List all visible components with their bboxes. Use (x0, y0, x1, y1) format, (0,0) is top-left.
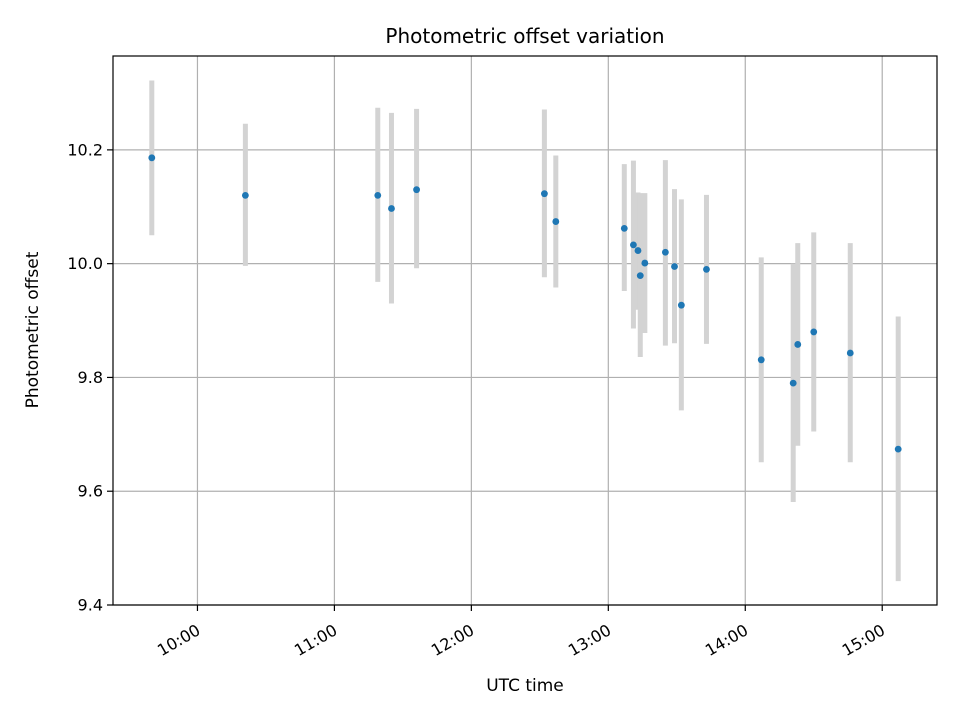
data-point (634, 247, 642, 254)
data-point (703, 265, 710, 273)
data-point (810, 328, 818, 336)
chart-title: Photometric offset variation (385, 24, 664, 48)
y-tick-label: 9.8 (78, 368, 103, 387)
data-point (671, 263, 678, 270)
data-point (677, 301, 685, 309)
data-point (552, 218, 560, 225)
data-point (789, 379, 797, 387)
data-point (148, 154, 156, 162)
y-tick-label: 9.6 (78, 482, 103, 501)
data-point (757, 356, 765, 364)
data-point (374, 191, 382, 199)
data-point (630, 241, 637, 249)
data-point (241, 191, 249, 199)
data-points (148, 154, 902, 453)
y-axis-label: Photometric offset (23, 251, 43, 408)
y-tick-label: 10.2 (67, 140, 103, 159)
x-axis-label: UTC time (486, 676, 564, 696)
data-point (894, 445, 902, 453)
data-point (413, 186, 420, 194)
data-point (661, 248, 669, 256)
data-point (541, 190, 548, 198)
data-point (620, 224, 628, 232)
plot-frame (112, 55, 938, 606)
data-point (641, 259, 649, 267)
y-tick-label: 9.4 (78, 596, 103, 615)
data-point (388, 205, 395, 212)
data-point (794, 341, 802, 348)
data-point (636, 272, 644, 279)
y-tick-label: 10.0 (67, 254, 103, 273)
data-point (846, 349, 854, 357)
